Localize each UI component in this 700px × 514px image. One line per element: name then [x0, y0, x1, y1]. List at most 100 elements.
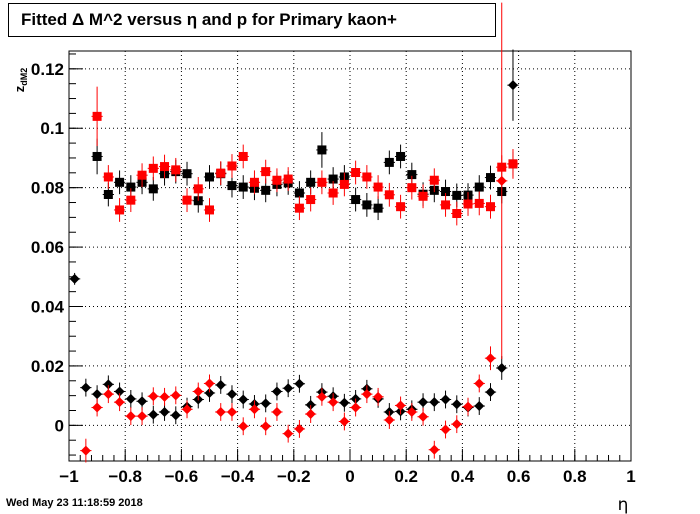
- data-point: [508, 159, 518, 169]
- data-point: [283, 383, 294, 394]
- data-point: [507, 80, 518, 91]
- data-point: [148, 163, 158, 173]
- data-point: [452, 209, 462, 219]
- data-point: [362, 200, 372, 210]
- data-point: [226, 389, 237, 400]
- data-point: [216, 168, 226, 178]
- data-point: [328, 188, 338, 198]
- tick-labels: −1 −0.8 −0.6 −0.4 −0.2 0 0.2 0.4 0.6 0.8 1 0 0.02 0.0…: [31, 60, 636, 486]
- data-point: [114, 386, 125, 397]
- data-point: [148, 184, 158, 194]
- data-point: [418, 191, 428, 201]
- data-point: [238, 394, 249, 405]
- data-point: [339, 179, 349, 189]
- x-axis-label: η: [618, 495, 629, 514]
- data-point: [261, 167, 271, 177]
- data-point: [294, 378, 305, 389]
- chart-title-box: Fitted Δ M^2 versus η and p for Primary …: [8, 3, 496, 37]
- data-point: [283, 428, 294, 439]
- data-point: [496, 363, 507, 374]
- data-point: [418, 397, 429, 408]
- data-point: [474, 198, 484, 208]
- data-point: [205, 172, 214, 182]
- data-point: [193, 386, 204, 397]
- series-0: [91, 132, 519, 221]
- data-point: [306, 195, 316, 205]
- data-point: [474, 182, 484, 192]
- x-tick-label: 0.4: [451, 467, 475, 486]
- data-point: [396, 151, 406, 161]
- data-point: [125, 393, 136, 404]
- chart-title: Fitted Δ M^2 versus η and p for Primary …: [21, 10, 397, 29]
- data-point: [103, 172, 113, 182]
- data-point: [137, 170, 147, 180]
- data-point: [463, 199, 473, 209]
- data-point: [418, 411, 429, 422]
- data-point: [441, 200, 451, 210]
- data-point: [170, 410, 181, 421]
- data-point: [305, 409, 316, 420]
- data-point: [328, 397, 339, 408]
- data-point: [351, 195, 361, 205]
- data-point: [92, 151, 102, 161]
- data-point: [115, 205, 125, 215]
- data-point: [361, 389, 372, 400]
- data-point: [69, 273, 80, 284]
- data-point: [451, 419, 462, 430]
- data-point: [396, 202, 406, 212]
- x-tick-label: −0.2: [277, 467, 311, 486]
- timestamp: Wed May 23 11:18:59 2018: [6, 497, 143, 509]
- data-point: [440, 424, 451, 435]
- data-point: [148, 409, 159, 420]
- data-point: [395, 400, 406, 411]
- data-point: [80, 382, 91, 393]
- data-point: [271, 406, 282, 417]
- data-point: [92, 389, 103, 400]
- x-tick-label: 0.6: [507, 467, 531, 486]
- x-tick-label: 1: [626, 467, 635, 486]
- data-point: [205, 205, 214, 215]
- data-point: [305, 399, 316, 410]
- data-point: [373, 391, 384, 402]
- data-point: [170, 390, 181, 401]
- data-point: [227, 181, 237, 191]
- data-point: [452, 190, 462, 200]
- data-point: [261, 185, 271, 195]
- y-tick-label: 0: [55, 416, 64, 435]
- x-tick-label: 0.2: [394, 467, 418, 486]
- x-tick-label: −0.6: [165, 467, 199, 486]
- data-point: [407, 170, 417, 180]
- data-point: [271, 386, 282, 397]
- data-point: [429, 444, 440, 455]
- data-point: [485, 353, 496, 364]
- y-axis-label: zdM2: [12, 68, 29, 93]
- data-point: [148, 391, 159, 402]
- x-tick-label: 0.8: [563, 467, 587, 486]
- data-point: [92, 402, 103, 413]
- x-tick-label: 0: [345, 467, 354, 486]
- data-point: [440, 394, 451, 405]
- data-point: [317, 177, 327, 187]
- data-point: [92, 111, 102, 121]
- data-point: [316, 391, 327, 402]
- data-point: [260, 398, 271, 409]
- data-point: [362, 172, 372, 182]
- data-point: [126, 182, 136, 192]
- data-point: [137, 411, 148, 422]
- data-point: [215, 406, 226, 417]
- data-point: [429, 175, 439, 185]
- series-1: [91, 86, 519, 226]
- y-tick-label: 0.04: [31, 298, 65, 317]
- data-point: [283, 174, 293, 184]
- axis-ticks: [68, 53, 632, 461]
- data-point: [486, 202, 495, 212]
- y-tick-label: 0.08: [31, 179, 64, 198]
- data-point: [328, 174, 338, 184]
- data-point: [486, 173, 495, 183]
- data-point: [182, 195, 192, 205]
- data-point: [306, 177, 316, 187]
- data-point: [350, 402, 361, 413]
- data-point: [182, 404, 193, 415]
- data-point: [204, 378, 215, 389]
